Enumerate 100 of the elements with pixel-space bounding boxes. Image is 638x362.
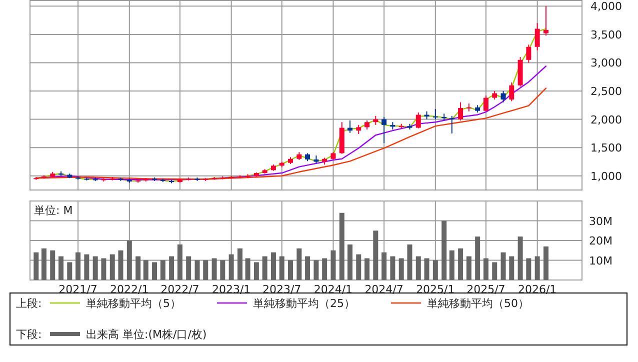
bar — [101, 258, 106, 280]
bar — [203, 260, 208, 280]
bar — [126, 240, 132, 280]
bar — [194, 260, 200, 280]
bar — [543, 246, 548, 280]
bar — [220, 260, 226, 280]
bar — [92, 256, 98, 280]
y-tick-label: 1,500 — [590, 142, 622, 155]
bar — [84, 254, 90, 280]
bar — [424, 258, 430, 280]
y-tick-label: 4,000 — [590, 0, 622, 14]
bar — [288, 260, 294, 280]
bar — [76, 252, 81, 280]
bar — [58, 256, 64, 280]
x-tick-label: 2023/7 — [262, 283, 302, 296]
bar — [143, 260, 148, 280]
bar — [177, 244, 182, 280]
bar — [339, 212, 344, 280]
legend-label: 単純移動平均（50） — [427, 297, 529, 310]
x-tick-label: 2022/1 — [110, 283, 149, 296]
bar — [110, 254, 115, 280]
bar — [509, 256, 514, 280]
candlestick — [356, 124, 362, 134]
bar — [279, 256, 284, 280]
y-tick-label: 2,500 — [590, 85, 622, 98]
bar — [262, 256, 268, 280]
bar — [118, 250, 124, 280]
candlestick — [432, 108, 438, 120]
candlestick — [382, 116, 387, 144]
bar — [50, 250, 56, 280]
candlestick — [526, 44, 532, 64]
bar — [500, 252, 506, 280]
bar — [475, 236, 480, 280]
bar — [534, 256, 540, 280]
candlestick — [449, 115, 454, 134]
bar — [34, 252, 39, 280]
bar — [373, 230, 378, 280]
bar — [152, 262, 158, 280]
candlestick — [534, 22, 540, 51]
bar — [305, 256, 310, 280]
candlestick — [500, 90, 506, 103]
bar — [492, 262, 498, 280]
y-tick-label: 20M — [589, 234, 612, 248]
bar — [347, 244, 352, 280]
bar — [432, 260, 438, 280]
y-tick-label: 30M — [589, 214, 612, 228]
bar — [442, 220, 447, 280]
candlestick — [543, 6, 548, 36]
candlestick — [483, 95, 488, 112]
bar — [186, 256, 192, 280]
x-tick-label: 2022/7 — [160, 283, 200, 296]
bar — [518, 236, 523, 280]
bar — [407, 244, 412, 280]
x-tick-label: 2021/7 — [58, 283, 98, 296]
bar — [356, 254, 362, 280]
x-tick-label: 2025/7 — [466, 283, 506, 296]
annotation: 単位: M — [34, 204, 73, 217]
bar — [449, 250, 454, 280]
y-tick-label: 1,000 — [590, 170, 622, 183]
y-tick-label: 2,000 — [590, 113, 622, 126]
candlestick — [458, 102, 464, 121]
bar — [245, 258, 250, 280]
x-tick-label: 2026/1 — [518, 283, 557, 296]
bar — [364, 258, 370, 280]
bar — [254, 262, 259, 280]
line-series — [36, 88, 547, 180]
x-tick-label: 2024/1 — [314, 283, 353, 296]
line-series — [36, 28, 547, 182]
bar — [458, 248, 464, 280]
bar — [270, 252, 276, 280]
bar — [314, 260, 319, 280]
bar — [322, 258, 328, 280]
bar — [390, 256, 396, 280]
candlestick — [364, 120, 370, 130]
y-tick-label: 3,000 — [590, 56, 622, 70]
bar — [228, 254, 234, 280]
bar — [41, 248, 46, 280]
legend-title: 下段: — [16, 328, 42, 341]
bar — [398, 258, 404, 280]
bar — [296, 248, 302, 280]
bar — [67, 262, 72, 280]
bar — [483, 258, 488, 280]
x-tick-label: 2023/1 — [212, 283, 251, 296]
bar — [136, 256, 141, 280]
bar — [212, 258, 217, 280]
bar — [466, 256, 472, 280]
bar — [330, 250, 336, 280]
legend-label: 単純移動平均（25） — [253, 297, 355, 310]
bar — [526, 258, 532, 280]
x-tick-label: 2025/1 — [416, 283, 455, 296]
bar — [160, 260, 166, 280]
candlestick — [416, 112, 421, 129]
legend-label: 出来高 単位:(M株/口/枚) — [86, 328, 207, 341]
bar — [237, 248, 242, 280]
bar — [416, 256, 421, 280]
y-tick-label: 10M — [589, 254, 612, 268]
bar — [382, 252, 387, 280]
legend-title: 上段: — [16, 297, 42, 310]
y-tick-label: 3,500 — [590, 28, 622, 42]
x-tick-label: 2024/7 — [364, 283, 404, 296]
